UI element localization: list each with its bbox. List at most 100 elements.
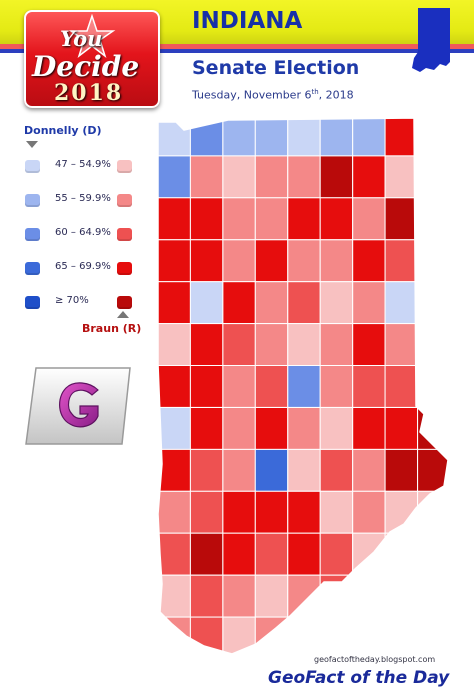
legend-range-label: 60 – 64.9%: [55, 227, 111, 238]
county: [222, 574, 256, 618]
county: [417, 574, 448, 618]
county: [319, 532, 354, 576]
county: [384, 532, 419, 576]
county: [319, 239, 354, 283]
county: [319, 616, 354, 654]
county: [222, 448, 256, 492]
badge-you: You: [60, 26, 103, 51]
county: [319, 197, 354, 241]
header-stripe-red: [0, 44, 474, 49]
county: [352, 197, 386, 241]
county: [287, 197, 321, 241]
county: [222, 197, 256, 241]
triangle-up-icon: [117, 311, 129, 318]
header-stripe-blue: [0, 49, 474, 53]
county: [222, 490, 256, 534]
county: [158, 490, 191, 534]
star-icon: [68, 14, 116, 59]
county: [189, 574, 224, 618]
county: [222, 155, 256, 199]
county: [287, 155, 321, 199]
county: [352, 616, 386, 654]
county: [189, 616, 224, 654]
county: [222, 407, 256, 450]
county: [189, 155, 224, 199]
legend-range-label: 47 – 54.9%: [55, 159, 111, 170]
county: [384, 155, 419, 199]
county: [287, 365, 321, 408]
county: [417, 239, 448, 283]
county: [158, 281, 191, 325]
county: [417, 365, 448, 408]
county: [158, 239, 191, 283]
county: [384, 407, 419, 450]
county: [158, 574, 191, 618]
county: [189, 365, 224, 408]
county: [254, 448, 289, 492]
legend-dem-swatch: [25, 296, 40, 309]
county: [254, 197, 289, 241]
legend-dem-swatch: [25, 160, 40, 173]
legend-rep-name: Braun (R): [82, 322, 142, 335]
county: [352, 118, 386, 157]
county: [384, 616, 419, 654]
county: [417, 616, 448, 654]
county: [222, 239, 256, 283]
badge-decide: Decide: [32, 50, 140, 83]
indiana-county-map: [158, 117, 449, 655]
footer-url: geofactoftheday.blogspot.com: [314, 655, 436, 664]
county: [352, 490, 386, 534]
county: [352, 407, 386, 450]
county: [222, 365, 256, 408]
county: [158, 323, 191, 367]
legend-dem-swatch: [25, 194, 40, 207]
county: [417, 281, 448, 325]
county: [158, 118, 191, 157]
county: [319, 281, 354, 325]
county: [287, 532, 321, 576]
county: [417, 118, 448, 157]
county: [158, 407, 191, 450]
triangle-down-icon: [26, 141, 38, 148]
legend-range-label: 65 – 69.9%: [55, 261, 111, 272]
county: [254, 365, 289, 408]
county: [158, 532, 191, 576]
county: [352, 323, 386, 367]
county: [417, 532, 448, 576]
legend-dem-name: Donnelly (D): [24, 124, 102, 137]
indiana-state-icon: [412, 8, 450, 72]
county: [287, 239, 321, 283]
county: [254, 532, 289, 576]
county: [189, 532, 224, 576]
county: [352, 532, 386, 576]
county: [189, 323, 224, 367]
county: [384, 118, 419, 157]
county: [287, 574, 321, 618]
legend-row: 47 – 54.9%: [25, 158, 137, 178]
county: [417, 197, 448, 241]
county: [222, 118, 256, 157]
county: [158, 448, 191, 492]
county: [417, 155, 448, 199]
legend-dem-swatch: [25, 228, 40, 241]
county: [287, 323, 321, 367]
county: [222, 532, 256, 576]
county: [189, 281, 224, 325]
county: [352, 574, 386, 618]
county: [352, 365, 386, 408]
county: [417, 323, 448, 367]
legend-rep-swatch: [117, 194, 132, 207]
county: [189, 118, 224, 157]
county: [319, 323, 354, 367]
county: [189, 197, 224, 241]
county: [254, 239, 289, 283]
county: [254, 323, 289, 367]
legend-range-label: 55 – 59.9%: [55, 193, 111, 204]
county: [254, 574, 289, 618]
election-date: Tuesday, November 6th, 2018: [192, 88, 354, 102]
county: [254, 118, 289, 157]
county: [189, 239, 224, 283]
county: [189, 490, 224, 534]
county: [384, 365, 419, 408]
county: [158, 197, 191, 241]
